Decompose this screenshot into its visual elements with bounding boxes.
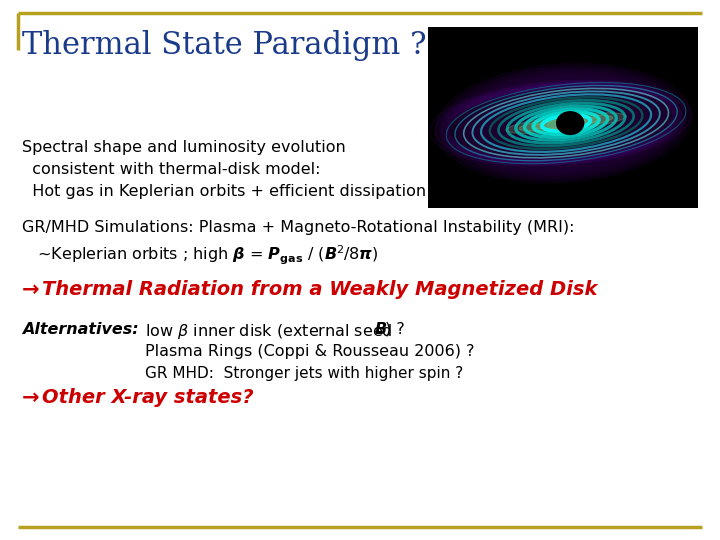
- Text: ) ?: ) ?: [385, 322, 405, 337]
- Text: ~Keplerian orbits ; high $\boldsymbol{\beta}$ = $\boldsymbol{P}_{\mathbf{gas}}$ : ~Keplerian orbits ; high $\boldsymbol{\b…: [22, 244, 378, 267]
- Text: GR/MHD Simulations: Plasma + Magneto-Rotational Instability (MRI):: GR/MHD Simulations: Plasma + Magneto-Rot…: [22, 220, 575, 235]
- Ellipse shape: [555, 119, 577, 127]
- Text: Plasma Rings (Coppi & Rousseau 2006) ?: Plasma Rings (Coppi & Rousseau 2006) ?: [145, 344, 474, 359]
- Text: →: →: [22, 280, 40, 300]
- Text: Hot gas in Keplerian orbits + efficient dissipation: Hot gas in Keplerian orbits + efficient …: [22, 184, 426, 199]
- Ellipse shape: [473, 81, 654, 165]
- Ellipse shape: [457, 73, 670, 173]
- Ellipse shape: [436, 64, 691, 183]
- Ellipse shape: [547, 117, 585, 130]
- Text: GR MHD:  Stronger jets with higher spin ?: GR MHD: Stronger jets with higher spin ?: [145, 366, 463, 381]
- Ellipse shape: [441, 66, 686, 180]
- Ellipse shape: [531, 111, 601, 136]
- Text: Thermal State Paradigm ?: Thermal State Paradigm ?: [22, 30, 426, 61]
- Ellipse shape: [479, 84, 648, 163]
- Ellipse shape: [451, 71, 675, 175]
- Text: →: →: [22, 388, 40, 408]
- Ellipse shape: [446, 69, 680, 178]
- Text: Thermal Radiation from a Weakly Magnetized Disk: Thermal Radiation from a Weakly Magnetiz…: [42, 280, 598, 299]
- Text: B: B: [375, 322, 387, 337]
- Circle shape: [557, 112, 584, 134]
- Ellipse shape: [523, 108, 609, 138]
- Ellipse shape: [468, 78, 659, 167]
- Ellipse shape: [519, 115, 613, 131]
- Text: Alternatives:: Alternatives:: [22, 322, 139, 337]
- Text: low $\beta$ inner disk (external seed: low $\beta$ inner disk (external seed: [145, 322, 394, 341]
- Text: consistent with thermal-disk model:: consistent with thermal-disk model:: [22, 162, 320, 177]
- Ellipse shape: [539, 113, 593, 133]
- Text: Spectral shape and luminosity evolution: Spectral shape and luminosity evolution: [22, 140, 346, 155]
- Ellipse shape: [462, 76, 665, 170]
- Text: Other X-ray states?: Other X-ray states?: [42, 388, 253, 407]
- Ellipse shape: [506, 113, 626, 133]
- Ellipse shape: [533, 117, 600, 129]
